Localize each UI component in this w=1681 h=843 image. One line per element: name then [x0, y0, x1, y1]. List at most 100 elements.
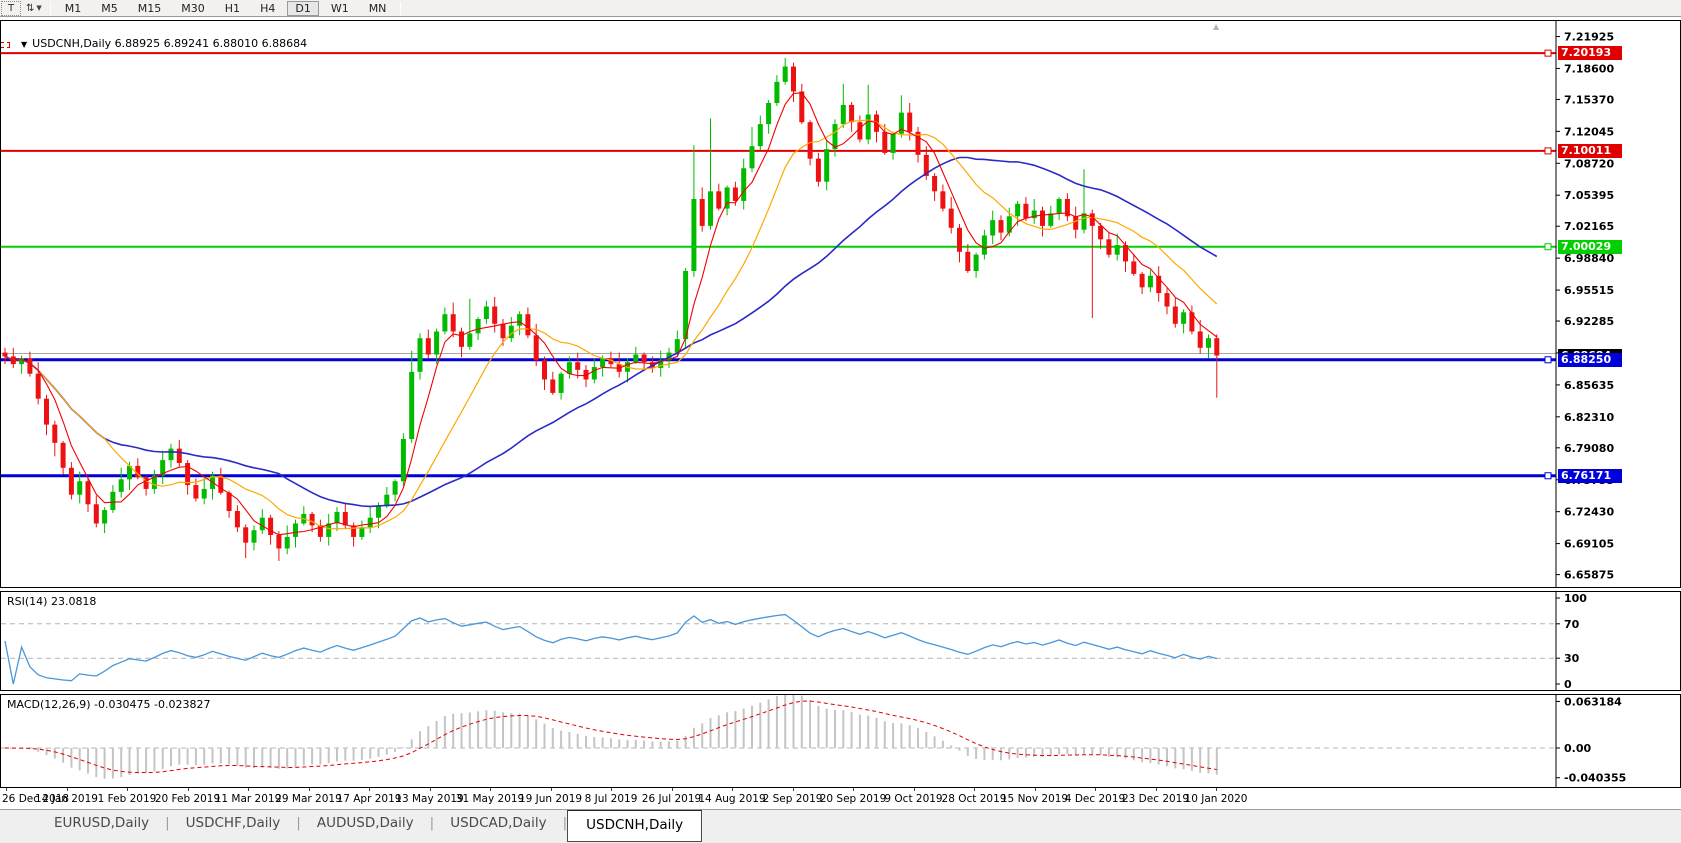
timeframe-button-m5[interactable]: M5: [93, 1, 126, 16]
hlines-layer[interactable]: [1, 52, 1556, 478]
hline-handle[interactable]: [1544, 472, 1552, 480]
svg-text:7.02165: 7.02165: [1564, 220, 1614, 233]
toolbar-separator-2: [400, 1, 402, 15]
date-tick: [792, 788, 794, 791]
date-label: 4 Dec 2019: [1064, 793, 1126, 805]
date-tick: [974, 788, 975, 791]
hline-handle[interactable]: [1544, 49, 1552, 57]
timeframe-buttons: M1 M5 M15 M30 H1 H4 D1 W1 MN: [55, 0, 397, 17]
date-tick: [1216, 788, 1217, 791]
rsi-panel: RSI(14) 23.0818 100 70 30 0: [0, 591, 1681, 691]
date-label: 20 Sep 2019: [819, 793, 887, 805]
chevron-down-icon: ▼: [36, 4, 42, 12]
date-tick: [429, 788, 431, 791]
macd-signal-line: [4, 700, 1217, 774]
date-label: 26 Dec 2018: [2, 793, 70, 805]
timeframe-button-m30[interactable]: M30: [173, 1, 213, 16]
svg-text:7.12045: 7.12045: [1564, 125, 1614, 138]
level-badge-7.20193: 7.20193: [1558, 46, 1622, 61]
price-chart-canvas[interactable]: 7.21925 7.18600 7.15370 7.12045 7.08720 7.053…: [1, 21, 1680, 587]
date-tick: [127, 788, 128, 791]
svg-text:6.95515: 6.95515: [1564, 284, 1614, 297]
candles-layer: [2, 57, 1220, 561]
tab-usdchf[interactable]: USDCHF,Daily: [170, 810, 297, 837]
date-tick: [1095, 788, 1096, 791]
tab-separator: |: [165, 815, 170, 831]
timeframe-button-m1[interactable]: M1: [57, 1, 90, 16]
text-tool-button[interactable]: T: [1, 0, 21, 16]
date-label: 13 May 2019: [395, 793, 464, 805]
svg-text:6.65875: 6.65875: [1564, 569, 1614, 582]
date-tick: [6, 788, 7, 791]
date-tick: [732, 788, 733, 791]
cursor-arrows-icon: ⇅: [26, 2, 35, 14]
tab-audusd[interactable]: AUDUSD,Daily: [301, 810, 430, 837]
object-anchor-mark: [1, 42, 10, 48]
tab-usdcnh[interactable]: USDCNH,Daily: [567, 810, 703, 842]
rsi-chart-canvas[interactable]: 100 70 30 0: [1, 592, 1680, 690]
rsi-axis-label: 100: [1564, 592, 1587, 605]
date-tick: [1155, 788, 1157, 791]
ma-fast-line: [4, 92, 1218, 536]
date-label: 14 Jan 2019: [35, 793, 98, 805]
timeframe-button-w1[interactable]: W1: [323, 1, 357, 16]
date-label: 23 Dec 2019: [1121, 793, 1190, 805]
rsi-axis-label: 30: [1564, 652, 1580, 665]
level-badge-6.88250: 6.88250: [1558, 352, 1622, 367]
level-badge-7.00029: 7.00029: [1558, 239, 1622, 254]
timeframe-button-mn[interactable]: MN: [361, 1, 395, 16]
date-axis[interactable]: 26 Dec 2018 14 Jan 2019 1 Feb 2019 20 Feb 2…: [0, 788, 1681, 809]
scroll-end-marker[interactable]: ▲: [1213, 22, 1220, 31]
svg-text:6.92285: 6.92285: [1564, 315, 1614, 328]
date-tick: [611, 788, 612, 791]
svg-text:6.69105: 6.69105: [1564, 538, 1614, 551]
triangle-down-icon[interactable]: ▼: [21, 40, 28, 49]
date-tick: [308, 788, 310, 791]
date-label: 14 Aug 2019: [698, 793, 766, 805]
hline-handle[interactable]: [1544, 147, 1552, 155]
macd-panel: MACD(12,26,9) -0.030475 -0.023827 0.0631…: [0, 694, 1681, 788]
svg-text:6.79080: 6.79080: [1564, 442, 1614, 455]
cursor-arrows-button[interactable]: ⇅ ▼: [23, 1, 45, 16]
date-label: 28 Oct 2019: [941, 793, 1007, 805]
date-label: 20 Feb 2019: [154, 793, 221, 805]
timeframe-button-h1[interactable]: H1: [217, 1, 248, 16]
level-badge-7.10011: 7.10011: [1558, 143, 1622, 158]
date-tick: [66, 788, 68, 791]
date-label: 26 Jul 2019: [641, 793, 702, 805]
rsi-axis-label: 0: [1564, 678, 1572, 690]
timeframe-button-h4[interactable]: H4: [252, 1, 283, 16]
macd-chart-canvas[interactable]: 0.063184 0.00 -0.040355: [1, 695, 1680, 787]
macd-axis-label: 0.063184: [1564, 695, 1622, 708]
toolbar: T ⇅ ▼ M1 M5 M15 M30 H1 H4 D1 W1 MN: [0, 0, 1681, 17]
tab-usdcad[interactable]: USDCAD,Daily: [434, 810, 562, 837]
date-tick: [671, 788, 673, 791]
macd-histogram: [12, 695, 1218, 779]
date-label: 10 Jan 2020: [1184, 793, 1248, 805]
hline-handle[interactable]: [1544, 356, 1552, 364]
date-label: 29 Mar 2019: [275, 793, 342, 805]
date-label: 17 Apr 2019: [336, 793, 402, 805]
rsi-axis-label: 70: [1564, 618, 1580, 631]
date-label: 11 Mar 2019: [214, 793, 282, 805]
hline-handle[interactable]: [1544, 243, 1552, 251]
price-axis-labels: 7.21925 7.18600 7.15370 7.12045 7.08720 7.053…: [1556, 31, 1614, 582]
date-tick: [853, 788, 854, 791]
main-chart-panel: ▼ USDCNH,Daily 6.88925 6.89241 6.88010 6.…: [0, 20, 1681, 588]
svg-text:7.05395: 7.05395: [1564, 189, 1614, 202]
svg-text:7.21925: 7.21925: [1564, 31, 1614, 44]
macd-label: MACD(12,26,9) -0.030475 -0.023827: [7, 698, 211, 711]
date-label: 8 Jul 2019: [584, 793, 638, 805]
chart-tabs: EURUSD,Daily | USDCHF,Daily | AUDUSD,Daily | U…: [0, 809, 1681, 843]
date-tick: [187, 788, 189, 791]
ma-slow-line: [4, 156, 1218, 508]
date-tick: [550, 788, 552, 791]
chart-title: ▼ USDCNH,Daily 6.88925 6.89241 6.88010 6.…: [7, 24, 307, 63]
date-tick: [913, 788, 915, 791]
svg-text:6.72430: 6.72430: [1564, 506, 1614, 519]
timeframe-button-d1[interactable]: D1: [287, 0, 319, 16]
svg-text:7.18600: 7.18600: [1564, 62, 1614, 75]
timeframe-button-m15[interactable]: M15: [130, 1, 170, 16]
tab-eurusd[interactable]: EURUSD,Daily: [38, 810, 165, 837]
date-label: 9 Oct 2019: [884, 793, 943, 805]
